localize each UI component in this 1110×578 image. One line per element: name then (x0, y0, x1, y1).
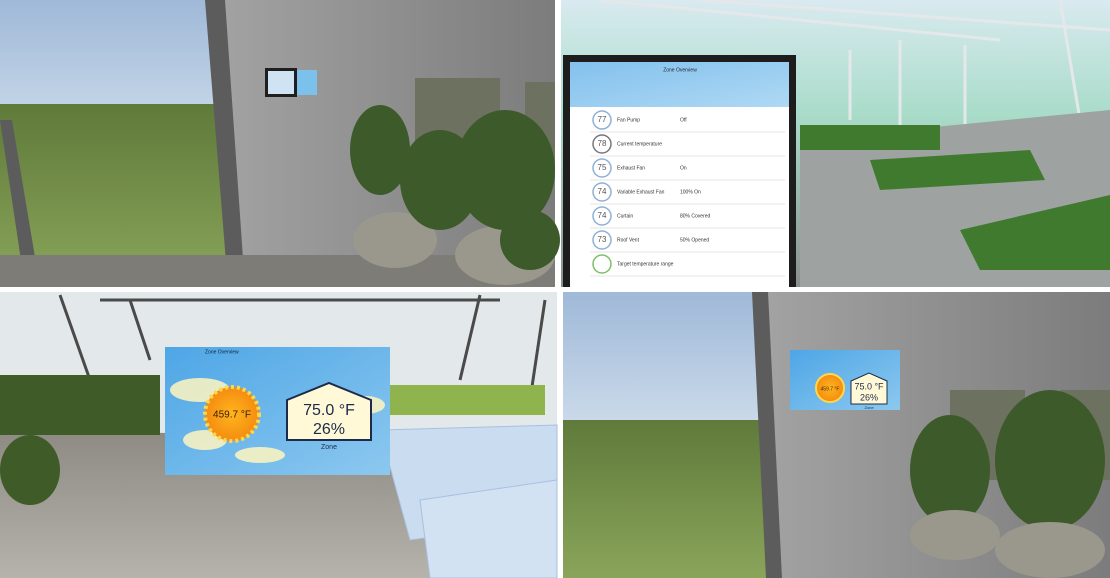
zone-label: Zone (321, 444, 337, 451)
view-outside-wall (0, 0, 560, 287)
sun (203, 385, 261, 443)
display-title: Zone Overview (205, 349, 239, 355)
view-greenhouse-display: Zone Overview 459.7 °F 75.0 °F 26% Zone (0, 292, 558, 578)
plant-tables (800, 125, 1110, 270)
tablet-screen (268, 71, 294, 94)
post (0, 120, 40, 287)
row-badge (592, 230, 612, 250)
post (205, 0, 245, 287)
row-label: Curtain (617, 213, 633, 219)
grass (563, 420, 773, 578)
shape (995, 390, 1105, 530)
row-badge (592, 254, 612, 274)
row-label: Roof Vent (617, 237, 640, 243)
row-badge (592, 110, 612, 130)
shape (500, 210, 560, 270)
row-status: On (680, 165, 687, 171)
plants (0, 375, 160, 505)
roof-frame (58, 294, 547, 401)
pot (910, 510, 1000, 560)
humidity: 26% (313, 421, 345, 438)
sun-temperature: 459.7 °F (213, 410, 251, 421)
row-status: Off (680, 117, 687, 123)
row-label: Exhaust Fan (617, 165, 645, 171)
sun (815, 373, 845, 403)
plants (910, 390, 1105, 530)
shape (235, 447, 285, 463)
row-badge (592, 206, 612, 226)
row-number: 75 (598, 163, 607, 172)
row-number: 77 (598, 115, 607, 124)
row-label: Fan Pump (617, 117, 640, 123)
tablet-title: Zone Overview (663, 67, 697, 73)
tablet-rows: 77 Fan Pump Off 78 Current temperature 75 Exha… (590, 110, 785, 277)
zone-house (850, 372, 888, 405)
row-label: Current temperature (617, 141, 662, 147)
row-number: 73 (598, 235, 607, 244)
shape (800, 125, 940, 150)
roof-frame (599, 0, 1110, 170)
bench (419, 479, 558, 578)
shape (528, 299, 547, 401)
zone-temperature: 75.0 °F (303, 402, 355, 419)
row-number: 74 (598, 211, 607, 220)
shape (910, 415, 990, 525)
zone-label: Zone (864, 405, 874, 410)
row-status: 80% Covered (680, 213, 711, 219)
post (752, 292, 782, 578)
shape (599, 0, 1001, 42)
view-outside-display: 459.7 °F 75.0 °F 26% Zone (563, 292, 1110, 578)
humidity: 26% (860, 392, 878, 402)
shape (699, 0, 1110, 32)
plant-table (385, 385, 545, 415)
shape (960, 195, 1110, 270)
shape (350, 105, 410, 195)
pot (995, 522, 1105, 578)
zone-temperature: 75.0 °F (854, 381, 884, 391)
row-status: 50% Opened (680, 237, 709, 243)
tablet-screen (297, 70, 317, 95)
shape (458, 294, 482, 381)
row-number: 74 (598, 187, 607, 196)
row-badge (592, 134, 612, 154)
plants (350, 105, 560, 270)
row-badge (592, 182, 612, 202)
shape (58, 294, 92, 381)
shape (455, 110, 555, 230)
shape (128, 299, 152, 361)
view-greenhouse-tablet: Zone Overview 77 Fan Pump Off 78 Current tem… (561, 0, 1110, 287)
tablet-header (570, 62, 789, 107)
row-badge (592, 158, 612, 178)
shape (870, 150, 1045, 190)
row-number: 78 (598, 139, 607, 148)
shape (0, 435, 60, 505)
row-label: Variable Exhaust Fan (617, 189, 665, 195)
zone-house (286, 381, 372, 441)
sun-temperature: 459.7 °F (821, 386, 840, 392)
row-label: Target temperature range (617, 261, 674, 267)
row-status: 100% On (680, 189, 701, 195)
pot (353, 212, 437, 268)
shape (0, 375, 160, 435)
shape (1058, 0, 1082, 121)
